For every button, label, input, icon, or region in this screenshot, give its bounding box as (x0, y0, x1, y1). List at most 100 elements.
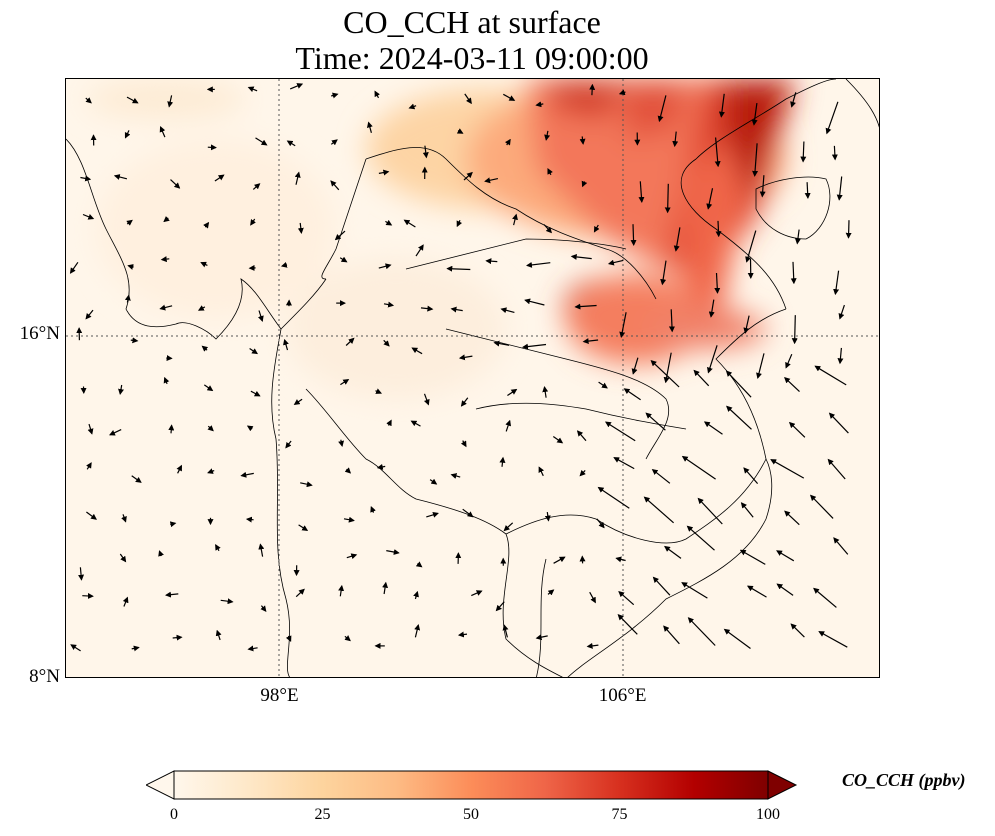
wind-arrow (652, 576, 671, 596)
wind-arrow (285, 635, 292, 642)
wind-arrow (759, 175, 766, 198)
wind-arrow (415, 244, 424, 257)
wind-arrow (645, 412, 666, 431)
wind-arrow (484, 177, 499, 184)
wind-arrow (130, 337, 139, 344)
wind-arrow (249, 348, 258, 355)
wind-arrow (522, 343, 547, 350)
wind-arrow (283, 338, 289, 351)
wind-arrow (220, 598, 234, 605)
wind-arrow (715, 220, 722, 238)
wind-arrow (338, 584, 345, 597)
wind-arrow (836, 176, 843, 201)
wind-arrow (576, 430, 587, 442)
wind-arrow (260, 605, 267, 612)
wind-arrow (833, 537, 849, 555)
wind-arrow (423, 393, 430, 406)
wind-arrow (547, 589, 555, 596)
wind-arrow (121, 514, 127, 523)
wind-arrow (818, 631, 848, 648)
colorbar-tick-label: 100 (756, 806, 780, 823)
map-plot-area (65, 78, 880, 678)
wind-arrow (756, 353, 765, 379)
wind-arrow (535, 101, 544, 108)
wind-arrow (410, 420, 421, 427)
concentration-field (86, 79, 796, 399)
wind-arrow (378, 263, 392, 270)
wind-arrow (289, 83, 304, 90)
wind-arrow (386, 419, 392, 427)
wind-arrow (247, 86, 258, 93)
wind-arrow (784, 376, 800, 393)
wind-arrow (366, 121, 373, 133)
wind-arrow (638, 181, 645, 203)
map-subtitle-time: Time: 2024-03-11 09:00:00 (295, 40, 649, 76)
wind-arrow (593, 224, 600, 233)
map-title: CO_CCH at surface (343, 4, 601, 40)
wind-arrow (240, 471, 254, 478)
wind-arrow (462, 508, 474, 518)
wind-arrow (197, 305, 206, 311)
wind-arrow (660, 260, 667, 286)
wind-arrow (681, 582, 708, 599)
wind-arrow (607, 259, 624, 266)
wind-arrow (524, 298, 545, 306)
wind-arrow (582, 338, 599, 345)
wind-arrow (203, 384, 214, 392)
wind-arrow (338, 439, 345, 447)
wind-arrow (250, 390, 261, 397)
wind-arrow (85, 309, 94, 320)
wind-arrow (374, 90, 381, 99)
wind-arrow (785, 353, 793, 369)
wind-arrow (131, 645, 140, 652)
wind-arrow (118, 384, 124, 395)
wind-arrow (544, 130, 551, 141)
colorbar (144, 770, 798, 800)
wind-arrow (663, 352, 672, 384)
wind-arrow (643, 496, 674, 524)
wind-arrow (370, 505, 376, 513)
wind-arrow (69, 261, 79, 274)
wind-arrow (697, 497, 723, 525)
wind-arrow (504, 138, 511, 146)
wind-arrow (70, 644, 81, 652)
wind-arrow (258, 543, 265, 557)
wind-arrow (460, 440, 467, 448)
wind-arrow (446, 265, 471, 272)
wind-arrow (547, 168, 553, 176)
wind-arrow (776, 583, 794, 596)
wind-arrow (790, 623, 805, 638)
wind-arrow (78, 567, 85, 581)
wind-arrow (286, 140, 296, 147)
wind-arrow (457, 631, 468, 638)
y-tick-label: 8°N (29, 666, 60, 687)
colorbar-gradient (173, 770, 769, 800)
wind-arrow (86, 511, 97, 520)
wind-arrow (247, 645, 258, 652)
wind-arrow (456, 128, 464, 134)
wind-arrow (385, 219, 393, 226)
wind-arrow (579, 469, 586, 477)
wind-arrow (708, 299, 715, 318)
wind-arrow (131, 475, 142, 483)
wind-arrow (714, 137, 721, 168)
wind-arrow (739, 549, 766, 565)
wind-arrow (165, 591, 179, 598)
wind-arrow (503, 93, 516, 101)
wind-arrow (207, 425, 214, 432)
wind-arrow (215, 629, 222, 641)
wind-arrow (119, 553, 127, 563)
wind-arrow (167, 95, 174, 108)
colorbar-tick-label: 25 (314, 806, 331, 823)
colorbar-tick-label: 0 (170, 806, 178, 823)
wind-arrow (86, 462, 92, 470)
wind-arrow (589, 591, 596, 604)
wind-arrow (804, 182, 811, 199)
wind-arrow (82, 213, 95, 220)
wind-arrow (788, 421, 806, 438)
wind-arrow (420, 305, 434, 312)
wind-arrow (450, 473, 461, 479)
wind-arrow (825, 101, 839, 135)
wind-arrow (831, 145, 838, 161)
wind-arrow (746, 585, 767, 598)
